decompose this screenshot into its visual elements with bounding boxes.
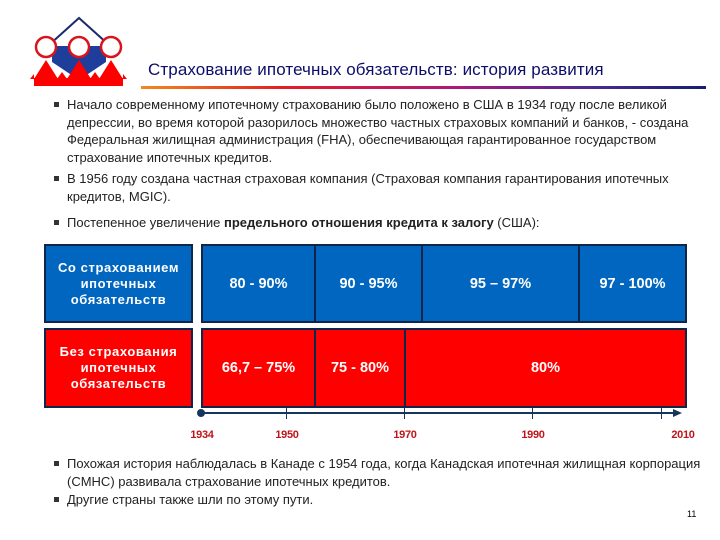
timeline-year: 2010 (671, 429, 695, 441)
ltv-cell-insured: 97 - 100% (578, 244, 687, 323)
ltv-cell-insured: 90 - 95% (314, 244, 423, 323)
bullet-text: В 1956 году создана частная страховая ко… (67, 171, 669, 204)
bullet-item: Постепенное увеличение предельного отнош… (53, 214, 693, 232)
timeline-year: 1950 (275, 429, 299, 441)
bullet-item: В 1956 году создана частная страховая ко… (53, 170, 693, 205)
organization-logo-icon (30, 16, 127, 86)
bullet-item: Похожая история наблюдалась в Канаде с 1… (53, 455, 703, 490)
timeline-year: 1970 (393, 429, 417, 441)
bullet-square-icon (53, 455, 67, 490)
timeline-tick (404, 408, 405, 419)
ltv-cell-insured: 80 - 90% (201, 244, 316, 323)
timeline-year: 1990 (521, 429, 545, 441)
timeline-arrow-icon (673, 409, 682, 417)
bullet-text: Начало современному ипотечному страхован… (67, 97, 689, 165)
bullet-text: Постепенное увеличение предельного отнош… (67, 215, 540, 230)
bullet-square-icon (53, 170, 67, 205)
timeline-tick (532, 408, 533, 419)
timeline-start-dot-icon (197, 409, 205, 417)
ltv-cell-uninsured: 75 - 80% (314, 328, 406, 408)
bullet-text: Похожая история наблюдалась в Канаде с 1… (67, 456, 701, 489)
ltv-cell-uninsured: 80% (404, 328, 687, 408)
timeline-axis (201, 412, 675, 414)
row-label-insured: Со страхованием ипотечных обязательств (44, 244, 193, 323)
bullet-emphasis: предельного отношения кредита к залогу (224, 215, 494, 230)
bullet-square-icon (53, 214, 67, 232)
title-gradient-divider (141, 86, 706, 89)
row-label-uninsured: Без страхования ипотечных обязательств (44, 328, 193, 408)
page-number: 11 (687, 509, 697, 519)
bullet-text: Другие страны также шли по этому пути. (67, 492, 314, 507)
timeline-tick (661, 408, 662, 419)
bullet-item: Другие страны также шли по этому пути. (53, 491, 703, 509)
page-title: Страхование ипотечных обязательств: исто… (148, 60, 604, 79)
timeline-tick (286, 408, 287, 419)
timeline-year: 1934 (190, 429, 214, 441)
ltv-cell-insured: 95 – 97% (421, 244, 580, 323)
bullet-square-icon (53, 96, 67, 166)
bullet-item: Начало современному ипотечному страхован… (53, 96, 693, 166)
bullet-square-icon (53, 491, 67, 509)
ltv-cell-uninsured: 66,7 – 75% (201, 328, 316, 408)
